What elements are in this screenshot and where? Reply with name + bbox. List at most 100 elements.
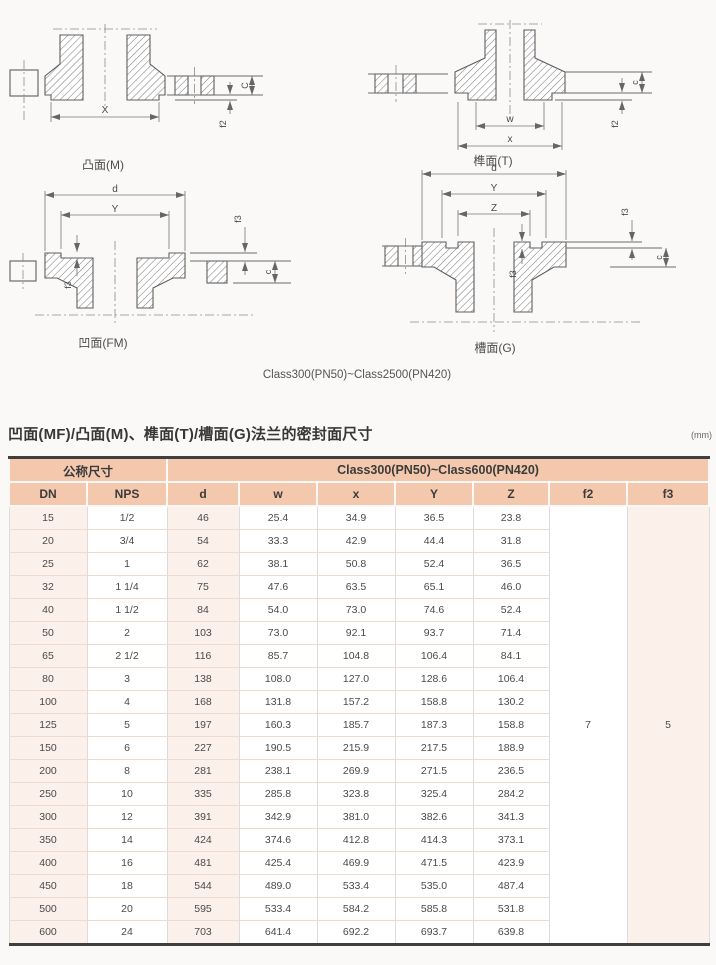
table-cell: 23.8 <box>473 506 550 530</box>
table-cell: 100 <box>8 690 88 714</box>
table-row: 400 16 481 425.4 469.9 471.5 423.9 <box>8 851 709 875</box>
table-cell: 300 <box>8 805 88 829</box>
table-cell: 157.2 <box>317 690 396 714</box>
table-cell: 63.5 <box>317 575 396 599</box>
table-cell: 65.1 <box>395 575 474 599</box>
dim-f3-right: f3 <box>620 208 630 216</box>
table-cell: 414.3 <box>395 828 474 852</box>
table-cell: 44.4 <box>395 529 474 553</box>
dim-f2: f2 <box>610 120 620 128</box>
table-cell: 215.9 <box>317 736 396 760</box>
table-row: 32 1 1/4 75 47.6 63.5 65.1 46.0 <box>8 575 709 599</box>
group-header-nominal-size: 公称尺寸 <box>7 456 169 483</box>
table-cell: 544 <box>167 874 240 898</box>
col-header-NPS: NPS <box>85 481 169 507</box>
table-cell: 1 1/2 <box>87 598 168 622</box>
table-cell: 128.6 <box>395 667 474 691</box>
table-cell: 104.8 <box>317 644 396 668</box>
col-header-DN: DN <box>8 481 88 507</box>
table-row: 80 3 138 108.0 127.0 128.6 106.4 <box>8 667 709 691</box>
dim-f2: f2 <box>218 120 228 128</box>
dim-C: C <box>240 82 250 89</box>
table-cell: 93.7 <box>395 621 474 645</box>
table-cell: 533.4 <box>239 897 318 921</box>
table-cell: 3/4 <box>87 529 168 553</box>
col-header-Z: Z <box>472 481 551 507</box>
table-row: 25 1 62 38.1 50.8 52.4 36.5 <box>8 552 709 576</box>
table-cell: 74.6 <box>395 598 474 622</box>
table-cell: 269.9 <box>317 759 396 783</box>
table-cell: 5 <box>87 713 168 737</box>
table-cell: 103 <box>167 621 240 645</box>
table-cell: 12 <box>87 805 168 829</box>
table-cell: 168 <box>167 690 240 714</box>
table-row: 40 1 1/2 84 54.0 73.0 74.6 52.4 <box>8 598 709 622</box>
mating-flange-section <box>374 73 389 94</box>
table-cell: 130.2 <box>473 690 550 714</box>
table-cell: 62 <box>167 552 240 576</box>
table-cell: 236.5 <box>473 759 550 783</box>
table-cell: 373.1 <box>473 828 550 852</box>
table-cell: 2 1/2 <box>87 644 168 668</box>
table-cell: 531.8 <box>473 897 550 921</box>
table-cell: 639.8 <box>473 920 550 945</box>
table-cell: 73.0 <box>239 621 318 645</box>
table-cell: 703 <box>167 920 240 945</box>
f3-merged-cell: 5 <box>627 506 710 945</box>
table-cell: 450 <box>8 874 88 898</box>
col-header-w: w <box>238 481 319 507</box>
table-cell: 131.8 <box>239 690 318 714</box>
table-cell: 584.2 <box>317 897 396 921</box>
dim-c: c <box>630 80 640 85</box>
col-header-x: x <box>316 481 397 507</box>
table-cell: 46 <box>167 506 240 530</box>
table-cell: 400 <box>8 851 88 875</box>
table-cell: 489.0 <box>239 874 318 898</box>
table-cell: 40 <box>8 598 88 622</box>
table-cell: 47.6 <box>239 575 318 599</box>
table-row: 450 18 544 489.0 533.4 535.0 487.4 <box>8 874 709 898</box>
table-cell: 692.2 <box>317 920 396 945</box>
table-cell: 71.4 <box>473 621 550 645</box>
table-cell: 281 <box>167 759 240 783</box>
table-cell: 84 <box>167 598 240 622</box>
mating-flange-section <box>174 75 189 96</box>
table-row: 250 10 335 285.8 323.8 325.4 284.2 <box>8 782 709 806</box>
table-cell: 158.8 <box>395 690 474 714</box>
table-cell: 412.8 <box>317 828 396 852</box>
table-cell: 2 <box>87 621 168 645</box>
table-cell: 188.9 <box>473 736 550 760</box>
table-cell: 4 <box>87 690 168 714</box>
table-cell: 285.8 <box>239 782 318 806</box>
table-cell: 50 <box>8 621 88 645</box>
table-cell: 15 <box>8 506 88 530</box>
section-title: 凹面(MF)/凸面(M)、榫面(T)/槽面(G)法兰的密封面尺寸 <box>8 426 373 443</box>
table-row: 200 8 281 238.1 269.9 271.5 236.5 <box>8 759 709 783</box>
dim-f3-inner: f3 <box>508 270 518 278</box>
dim-d: d <box>112 184 118 195</box>
table-cell: 481 <box>167 851 240 875</box>
table-cell: 20 <box>8 529 88 553</box>
table-cell: 52.4 <box>395 552 474 576</box>
table-cell: 33.3 <box>239 529 318 553</box>
table-cell: 20 <box>87 897 168 921</box>
table-cell: 469.9 <box>317 851 396 875</box>
table-cell: 73.0 <box>317 598 396 622</box>
table-cell: 127.0 <box>317 667 396 691</box>
table-cell: 187.3 <box>395 713 474 737</box>
dim-X: X <box>102 105 109 116</box>
table-cell: 585.8 <box>395 897 474 921</box>
class-range-note: Class300(PN50)~Class2500(PN420) <box>262 369 452 381</box>
table-row: 50 2 103 73.0 92.1 93.7 71.4 <box>8 621 709 645</box>
table-cell: 92.1 <box>317 621 396 645</box>
table-cell: 50.8 <box>317 552 396 576</box>
table-row: 350 14 424 374.6 412.8 414.3 373.1 <box>8 828 709 852</box>
unit-note: (mm) <box>691 430 712 440</box>
mating-flange-section <box>384 245 399 267</box>
dim-d: d <box>491 163 497 174</box>
table-cell: 487.4 <box>473 874 550 898</box>
table-cell: 42.9 <box>317 529 396 553</box>
table-cell: 335 <box>167 782 240 806</box>
table-cell: 25.4 <box>239 506 318 530</box>
